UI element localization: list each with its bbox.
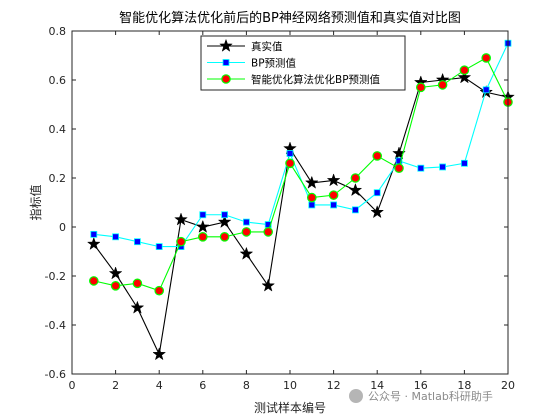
y-tick-label: 0.4 — [49, 123, 67, 136]
data-point — [415, 82, 426, 93]
series-layer — [86, 39, 515, 361]
y-tick-label: -0.4 — [45, 319, 66, 332]
data-point — [155, 243, 163, 251]
data-point — [417, 164, 425, 172]
data-point — [217, 214, 232, 228]
plot-border — [71, 30, 509, 375]
data-point — [439, 163, 447, 171]
data-point — [219, 38, 233, 52]
data-point — [154, 285, 164, 296]
data-point — [394, 163, 404, 173]
data-point — [481, 53, 491, 63]
data-point — [351, 206, 359, 214]
data-point — [373, 189, 381, 197]
series-circle — [89, 53, 513, 296]
data-point — [263, 227, 273, 237]
data-point — [242, 218, 250, 226]
watermark: 公众号 · Matlab科研助手 — [349, 389, 493, 403]
legend-label: BP预测值 — [251, 57, 297, 70]
data-point — [326, 173, 341, 187]
data-point — [328, 190, 339, 200]
x-axis-ticks: 0 2 4 6 8 10 12 14 16 18 20 — [69, 31, 515, 392]
data-point — [308, 201, 316, 209]
data-point — [306, 192, 317, 203]
x-tick-label: 10 — [283, 379, 297, 392]
data-point — [286, 150, 294, 157]
data-point — [372, 151, 382, 161]
data-point — [261, 278, 276, 292]
y-axis-label: 指标值 — [28, 184, 43, 220]
watermark-icon — [349, 389, 363, 403]
data-point — [457, 70, 472, 84]
data-point — [133, 238, 141, 246]
data-point — [241, 227, 252, 237]
y-tick-label: -0.2 — [45, 270, 66, 283]
data-point — [152, 347, 167, 361]
data-point — [110, 280, 121, 291]
data-point — [221, 74, 231, 84]
x-tick-label: 20 — [501, 379, 515, 392]
x-tick-label: 8 — [243, 379, 250, 392]
data-point — [459, 65, 470, 75]
data-point — [460, 159, 468, 167]
data-point — [239, 246, 254, 260]
data-point — [176, 236, 186, 247]
y-axis-ticks: -0.6 -0.4 -0.2 0 0.2 0.4 0.6 0.8 — [45, 25, 508, 381]
x-tick-label: 18 — [457, 379, 471, 392]
series-square — [90, 39, 512, 251]
series-line — [93, 76, 509, 357]
x-tick-label: 14 — [370, 379, 384, 392]
data-point — [130, 300, 145, 314]
legend-label: 真实值 — [251, 40, 283, 53]
y-tick-label: 0 — [59, 221, 66, 234]
data-point — [221, 211, 229, 219]
data-point — [195, 219, 210, 233]
data-point — [437, 80, 448, 90]
x-tick-label: 2 — [112, 379, 119, 392]
legend-label: 智能优化算法优化BP预测值 — [251, 73, 381, 86]
x-tick-label: 4 — [156, 379, 163, 392]
data-point — [199, 211, 207, 219]
y-tick-label: 0.2 — [49, 172, 67, 185]
y-tick-label: -0.6 — [45, 368, 66, 381]
x-axis-label: 测试样本编号 — [254, 400, 326, 415]
x-tick-label: 16 — [414, 379, 428, 392]
series-line — [93, 43, 509, 248]
watermark-text: 公众号 · Matlab科研助手 — [368, 389, 493, 403]
chart-title: 智能优化算法优化前后的BP神经网络预测值和真实值对比图 — [119, 10, 461, 26]
data-point — [482, 86, 490, 94]
data-point — [198, 232, 208, 242]
data-point — [108, 266, 123, 280]
x-tick-label: 12 — [327, 379, 341, 392]
data-point — [89, 276, 99, 286]
data-point — [330, 201, 338, 209]
data-point — [132, 278, 143, 289]
data-point — [348, 182, 363, 197]
data-point — [86, 236, 101, 251]
data-point — [370, 205, 385, 219]
data-point — [285, 158, 295, 169]
x-tick-label: 0 — [69, 379, 76, 392]
y-tick-label: 0.6 — [49, 74, 67, 87]
data-point — [90, 230, 98, 238]
data-point — [350, 173, 361, 183]
data-point — [304, 175, 319, 189]
x-tick-label: 6 — [199, 379, 206, 392]
data-point — [222, 59, 230, 66]
data-point — [219, 232, 230, 242]
y-tick-label: 0.8 — [49, 25, 67, 38]
data-point — [112, 233, 119, 241]
series-star — [86, 70, 515, 361]
data-point — [174, 212, 188, 226]
